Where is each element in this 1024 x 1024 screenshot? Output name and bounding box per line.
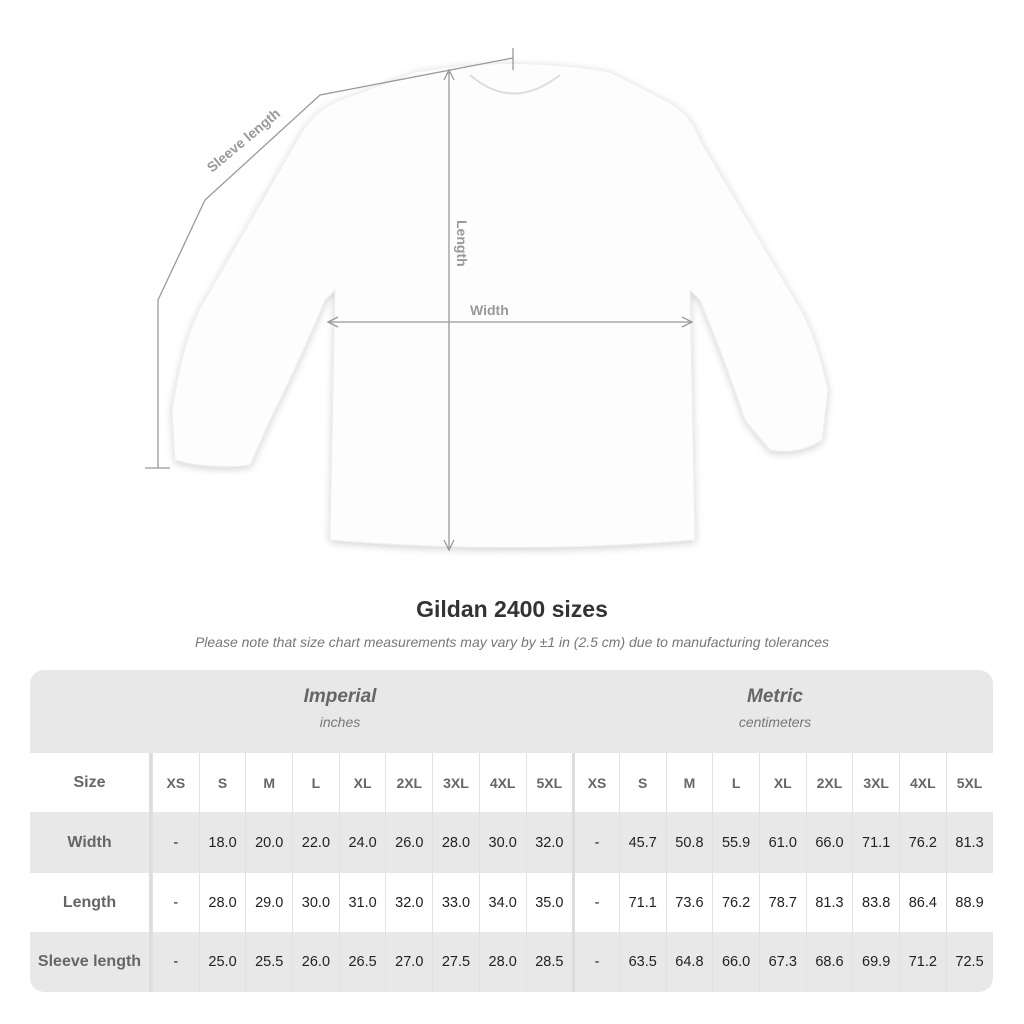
metric-unit: centimeters (738, 714, 812, 730)
imperial-value-cell: 27.5 (432, 932, 479, 992)
metric-title: Metric (747, 686, 803, 707)
size-header-cell: 3XL (852, 753, 899, 812)
sleeve-measure-line (145, 48, 514, 469)
imperial-value-cell: 27.0 (385, 932, 432, 992)
metric-value-cell: - (572, 812, 619, 873)
imperial-value-cell: 35.0 (525, 873, 573, 932)
table-row: Length -28.0 29.0 30.0 31.0 32.0 33.0 34.0 35.0-… (30, 873, 993, 932)
metric-value-cell: 50.8 (665, 812, 713, 873)
imperial-value-cell: 28.0 (198, 873, 246, 932)
shirt-diagram: Sleeve length Length Width (145, 48, 829, 552)
metric-value-cell: 71.1 (618, 873, 666, 932)
metric-value-cell: 69.9 (852, 932, 899, 992)
row-label: Width (30, 812, 152, 873)
imperial-value-cell: 32.0 (385, 873, 432, 932)
size-header-cell: XL (758, 753, 806, 812)
metric-value-cell: 67.3 (758, 932, 806, 992)
imperial-value-cell: 29.0 (245, 873, 292, 932)
width-label: Width (470, 302, 509, 318)
imperial-value-cell: 32.0 (525, 812, 573, 873)
metric-value-cell: 73.6 (665, 873, 713, 932)
metric-value-cell: 55.9 (712, 812, 759, 873)
table-header: Imperial inches Metric centimeters (30, 670, 993, 753)
metric-value-cell: - (572, 873, 619, 932)
metric-value-cell: 71.2 (899, 932, 946, 992)
imperial-value-cell: 28.0 (478, 932, 526, 992)
metric-value-cell: 72.5 (945, 932, 993, 992)
row-label: Sleeve length (30, 932, 152, 992)
length-measure-line (443, 68, 455, 552)
metric-value-cell: 63.5 (618, 932, 666, 992)
imperial-value-cell: 28.5 (525, 932, 573, 992)
metric-header: Metric centimeters (565, 686, 985, 730)
metric-value-cell: 88.9 (945, 873, 993, 932)
imperial-header: Imperial inches (130, 686, 550, 730)
imperial-value-cell: 25.0 (198, 932, 246, 992)
row-label: Length (30, 873, 152, 932)
metric-value-cell: 61.0 (758, 812, 806, 873)
imperial-value-cell: - (152, 812, 199, 873)
imperial-value-cell: - (152, 932, 199, 992)
imperial-value-cell: 30.0 (478, 812, 526, 873)
size-header-cell: 4XL (899, 753, 946, 812)
page-title: Gildan 2400 sizes (416, 596, 608, 622)
metric-value-cell: 68.6 (805, 932, 853, 992)
length-label: Length (454, 220, 470, 267)
metric-value-cell: 66.0 (805, 812, 853, 873)
imperial-value-cell: 18.0 (198, 812, 246, 873)
imperial-value-cell: 25.5 (245, 932, 292, 992)
metric-value-cell: 76.2 (712, 873, 759, 932)
imperial-value-cell: 30.0 (292, 873, 339, 932)
shirt-illustration (171, 63, 829, 548)
metric-value-cell: 64.8 (665, 932, 713, 992)
size-header-cell: 5XL (945, 753, 993, 812)
imperial-unit: inches (319, 714, 361, 730)
size-header-cell: 2XL (805, 753, 853, 812)
imperial-value-cell: 26.0 (385, 812, 432, 873)
size-header-cell: M (665, 753, 713, 812)
size-header-cell: 4XL (478, 753, 526, 812)
imperial-value-cell: 28.0 (432, 812, 479, 873)
size-header-cell: XL (338, 753, 386, 812)
imperial-value-cell: - (152, 873, 199, 932)
size-header-cell: L (712, 753, 759, 812)
size-header-cell: XS (152, 753, 199, 812)
metric-value-cell: 81.3 (945, 812, 993, 873)
imperial-value-cell: 31.0 (338, 873, 386, 932)
imperial-value-cell: 26.5 (338, 932, 386, 992)
metric-value-cell: 71.1 (852, 812, 899, 873)
metric-value-cell: 76.2 (899, 812, 946, 873)
metric-value-cell: 86.4 (899, 873, 946, 932)
metric-value-cell: 45.7 (618, 812, 666, 873)
imperial-value-cell: 24.0 (338, 812, 386, 873)
metric-value-cell: 83.8 (852, 873, 899, 932)
imperial-value-cell: 33.0 (432, 873, 479, 932)
size-header-cell: S (198, 753, 246, 812)
width-measure-line (326, 316, 694, 328)
imperial-value-cell: 20.0 (245, 812, 292, 873)
size-header-cell: XS (572, 753, 619, 812)
size-header-row: Size XS S M L XL 2XL 3XL 4XL 5XL XS S M L XL 2XL 3XL 4XL 5… (30, 753, 993, 812)
metric-value-cell: - (572, 932, 619, 992)
imperial-value-cell: 26.0 (292, 932, 339, 992)
size-header-cell: L (292, 753, 339, 812)
size-header-cell: 2XL (385, 753, 432, 812)
row-label: Size (30, 753, 152, 812)
table-row: Sleeve length -25.0 25.5 26.0 26.5 27.0 27.5 28… (30, 932, 993, 992)
size-header-cell: M (245, 753, 292, 812)
size-header-cell: S (618, 753, 666, 812)
imperial-value-cell: 22.0 (292, 812, 339, 873)
imperial-value-cell: 34.0 (478, 873, 526, 932)
size-header-cell: 3XL (432, 753, 479, 812)
metric-value-cell: 78.7 (758, 873, 806, 932)
tolerance-note: Please note that size chart measurements… (194, 634, 830, 650)
table-row: Width -18.0 20.0 22.0 24.0 26.0 28.0 30.0 32.0-4… (30, 812, 993, 873)
metric-value-cell: 81.3 (805, 873, 853, 932)
size-table: Imperial inches Metric centimeters Size XS S… (30, 670, 993, 992)
imperial-title: Imperial (303, 686, 377, 707)
metric-value-cell: 66.0 (712, 932, 759, 992)
size-header-cell: 5XL (525, 753, 573, 812)
